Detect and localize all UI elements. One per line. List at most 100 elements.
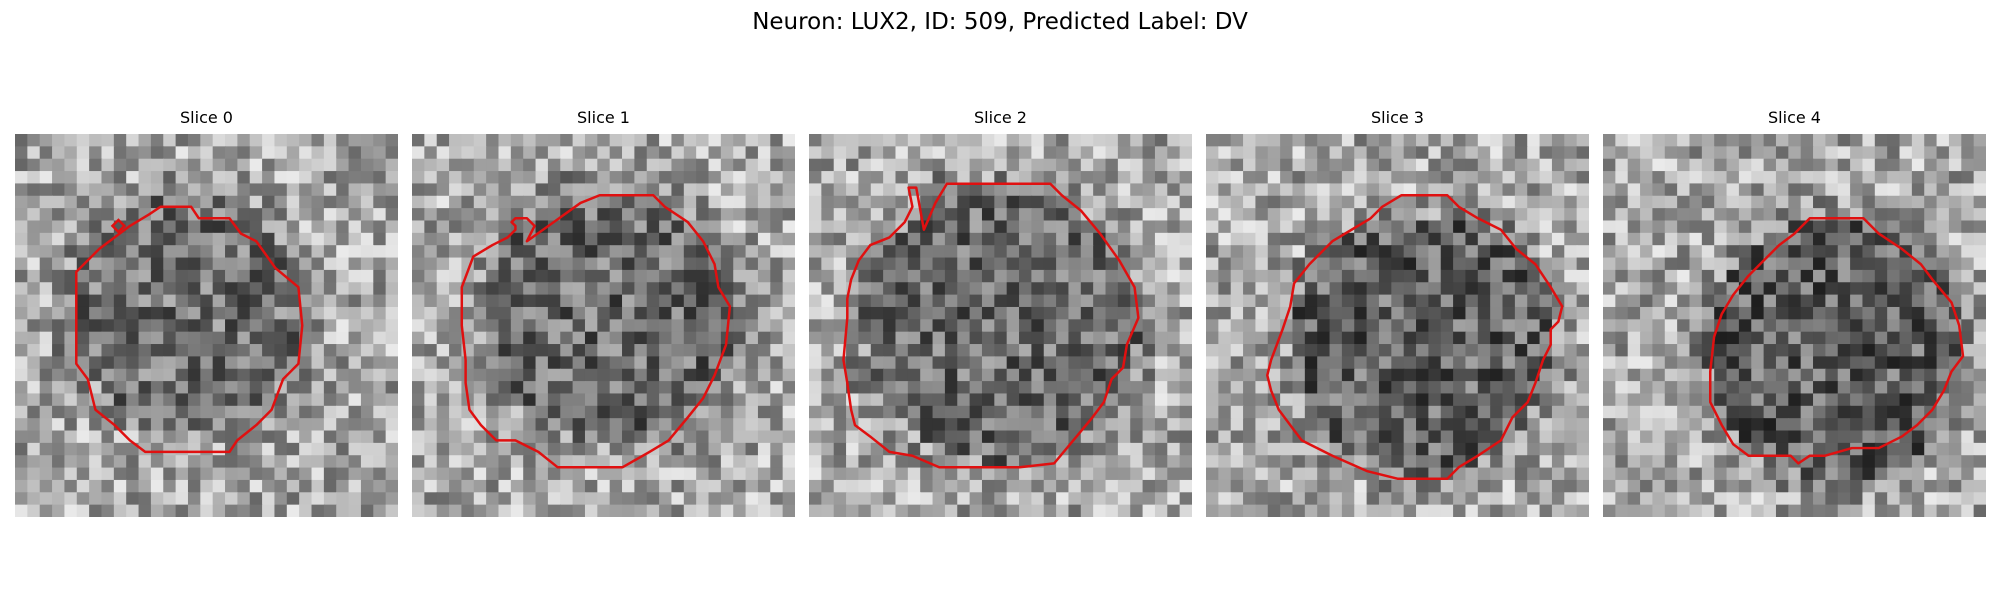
image-pixel <box>770 245 784 259</box>
image-pixel <box>200 306 214 321</box>
image-pixel <box>770 504 784 517</box>
image-pixel <box>907 492 921 506</box>
image-pixel <box>336 282 350 296</box>
image-pixel <box>1539 467 1553 481</box>
image-pixel <box>622 134 636 148</box>
image-pixel <box>1788 183 1802 197</box>
image-pixel <box>821 294 835 308</box>
image-pixel <box>1329 356 1343 370</box>
image-pixel <box>1936 245 1950 259</box>
image-pixel <box>101 306 115 321</box>
image-pixel <box>895 430 909 444</box>
image-pixel <box>622 269 636 284</box>
image-pixel <box>1689 331 1703 345</box>
image-pixel <box>1539 245 1553 259</box>
image-pixel <box>150 381 165 395</box>
image-pixel <box>163 344 177 358</box>
image-pixel <box>39 220 53 234</box>
image-pixel <box>373 331 387 345</box>
image-pixel <box>1167 306 1181 321</box>
image-pixel <box>994 282 1008 296</box>
image-pixel <box>39 183 53 197</box>
image-pixel <box>720 405 734 419</box>
image-pixel <box>523 430 537 444</box>
image-pixel <box>1924 368 1938 382</box>
image-pixel <box>150 344 165 358</box>
image-pixel <box>1539 294 1553 308</box>
image-pixel <box>510 146 524 160</box>
image-pixel <box>944 381 959 395</box>
image-pixel <box>39 245 53 259</box>
image-pixel <box>510 504 524 517</box>
image-pixel <box>821 269 835 284</box>
image-pixel <box>150 442 165 456</box>
image-pixel <box>187 418 202 432</box>
image-pixel <box>1775 183 1790 197</box>
image-pixel <box>809 405 823 419</box>
image-pixel <box>622 430 636 444</box>
image-pixel <box>1837 158 1851 172</box>
image-pixel <box>858 479 872 494</box>
image-pixel <box>1850 393 1864 407</box>
image-pixel <box>683 146 697 160</box>
image-pixel <box>883 393 897 407</box>
image-pixel <box>1329 171 1343 185</box>
image-pixel <box>1800 245 1814 259</box>
image-pixel <box>360 282 375 296</box>
image-pixel <box>659 245 673 259</box>
image-pixel <box>1652 492 1666 506</box>
image-pixel <box>1416 455 1430 469</box>
image-pixel <box>1514 405 1528 419</box>
image-pixel <box>1428 405 1442 419</box>
image-pixel <box>1416 183 1430 197</box>
image-pixel <box>126 467 140 481</box>
image-pixel <box>200 195 214 209</box>
image-pixel <box>1354 504 1368 517</box>
image-pixel <box>336 344 350 358</box>
image-pixel <box>1117 393 1131 407</box>
image-pixel <box>1837 306 1851 321</box>
image-pixel <box>584 492 599 506</box>
image-pixel <box>932 418 946 432</box>
image-pixel <box>1093 479 1107 494</box>
image-pixel <box>1230 393 1244 407</box>
image-pixel <box>782 220 795 234</box>
image-pixel <box>846 294 860 308</box>
image-pixel <box>1551 245 1566 259</box>
image-pixel <box>126 344 140 358</box>
image-pixel <box>1105 257 1119 271</box>
image-pixel <box>1006 381 1020 395</box>
image-pixel <box>348 183 362 197</box>
image-pixel <box>1378 269 1393 284</box>
image-pixel <box>1366 368 1380 382</box>
image-pixel <box>1167 331 1181 345</box>
image-pixel <box>745 368 759 382</box>
image-pixel <box>436 146 450 160</box>
image-pixel <box>262 208 276 222</box>
image-pixel <box>821 158 835 172</box>
image-pixel <box>1551 455 1566 469</box>
image-pixel <box>1948 208 1963 222</box>
image-pixel <box>770 430 784 444</box>
image-pixel <box>1416 158 1430 172</box>
image-pixel <box>994 479 1008 494</box>
image-pixel <box>920 306 934 321</box>
image-pixel <box>833 257 847 271</box>
image-pixel <box>622 195 636 209</box>
image-pixel <box>1714 146 1728 160</box>
image-pixel <box>535 306 549 321</box>
image-pixel <box>646 220 660 234</box>
image-pixel <box>523 134 537 148</box>
image-pixel <box>1080 479 1094 494</box>
image-pixel <box>1019 134 1033 148</box>
image-pixel <box>1218 393 1232 407</box>
image-pixel <box>486 492 500 506</box>
image-pixel <box>895 393 909 407</box>
image-pixel <box>1677 257 1691 271</box>
image-pixel <box>249 158 263 172</box>
image-pixel <box>138 344 152 358</box>
image-pixel <box>1825 171 1839 185</box>
image-pixel <box>560 195 574 209</box>
image-pixel <box>1105 171 1119 185</box>
image-pixel <box>634 294 648 308</box>
